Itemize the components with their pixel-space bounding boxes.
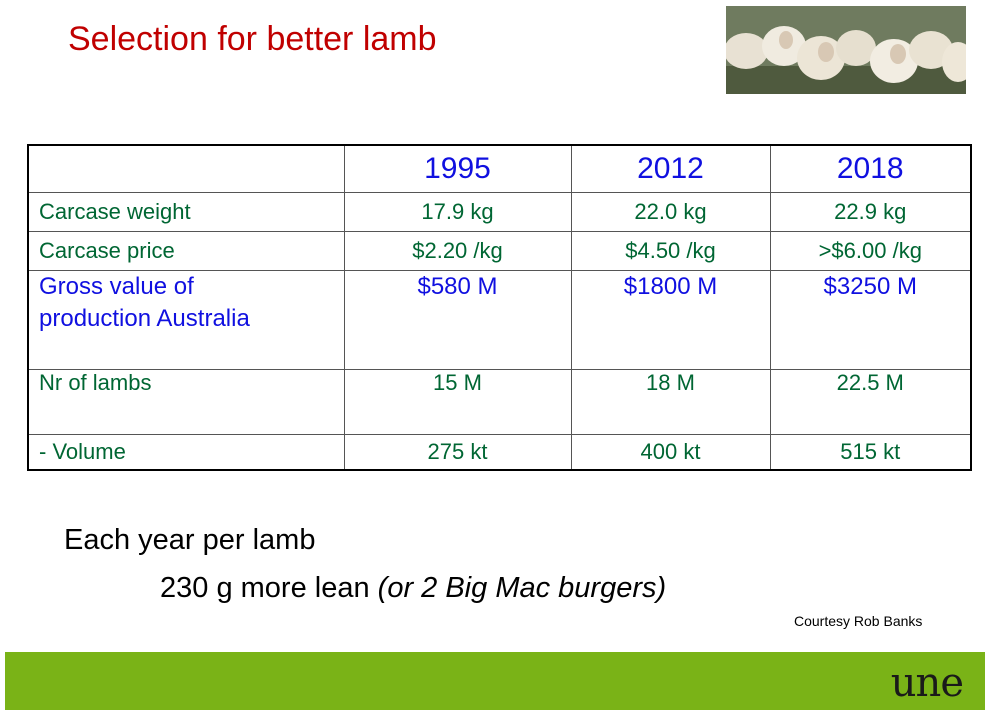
table-cell: $580 M xyxy=(343,270,572,370)
table-cell: 18 M xyxy=(570,369,771,435)
lean-gain-text: 230 g more lean (or 2 Big Mac burgers) xyxy=(160,572,666,605)
table-cell: 22.9 kg xyxy=(769,192,972,232)
row-label: Gross value of production Australia xyxy=(27,270,345,370)
header-year-2018: 2018 xyxy=(769,144,972,193)
row-label: Carcase weight xyxy=(27,192,345,232)
une-logo: une xyxy=(890,660,964,706)
table-cell: 22.5 M xyxy=(769,369,972,435)
table-cell: $4.50 /kg xyxy=(570,231,771,271)
slide-title: Selection for better lamb xyxy=(68,20,437,58)
table-cell: 515 kt xyxy=(769,434,972,471)
lean-main-text: 230 g more lean xyxy=(160,572,378,604)
row-label: - Volume xyxy=(27,434,345,471)
row-label: Nr of lambs xyxy=(27,369,345,435)
table-row: Carcase weight 17.9 kg 22.0 kg 22.9 kg xyxy=(27,192,972,232)
table-cell: $2.20 /kg xyxy=(343,231,572,271)
table-cell: 22.0 kg xyxy=(570,192,771,232)
table-row: Carcase price $2.20 /kg $4.50 /kg >$6.00… xyxy=(27,231,972,271)
table-cell: $1800 M xyxy=(570,270,771,370)
header-empty-cell xyxy=(27,144,345,193)
sheep-photo xyxy=(726,6,966,94)
table-row: Gross value of production Australia $580… xyxy=(27,270,972,370)
header-year-2012: 2012 xyxy=(570,144,771,193)
table-row: Nr of lambs 15 M 18 M 22.5 M xyxy=(27,369,972,435)
table-cell: 15 M xyxy=(343,369,572,435)
table-row: - Volume 275 kt 400 kt 515 kt xyxy=(27,434,972,471)
table-cell: 17.9 kg xyxy=(343,192,572,232)
table-cell: 400 kt xyxy=(570,434,771,471)
lamb-statistics-table: 1995 2012 2018 Carcase weight 17.9 kg 22… xyxy=(27,144,972,471)
lean-comparison-text: (or 2 Big Mac burgers) xyxy=(377,572,667,604)
header-year-1995: 1995 xyxy=(343,144,572,193)
table-header-row: 1995 2012 2018 xyxy=(27,144,972,193)
row-label-line: production Australia xyxy=(39,305,250,332)
courtesy-credit: Courtesy Rob Banks xyxy=(794,613,923,629)
row-label-line: Gross value of xyxy=(39,273,194,300)
footer-bar: une xyxy=(5,652,985,710)
row-label: Carcase price xyxy=(27,231,345,271)
table-cell: 275 kt xyxy=(343,434,572,471)
table-cell: $3250 M xyxy=(769,270,972,370)
each-year-text: Each year per lamb xyxy=(64,524,316,556)
table-cell: >$6.00 /kg xyxy=(769,231,972,271)
